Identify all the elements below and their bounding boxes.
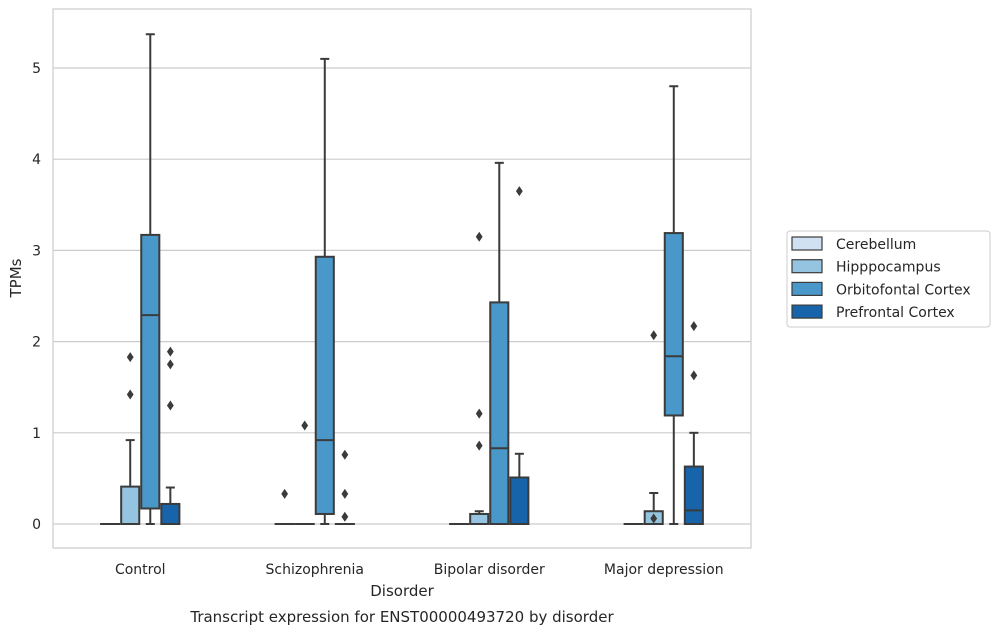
outlier-point	[650, 330, 658, 341]
y-tick-label: 1	[32, 426, 41, 442]
outlier-point	[475, 440, 483, 451]
box	[120, 485, 141, 525]
legend-label: Prefrontal Cortex	[836, 305, 955, 321]
y-axis-label: TPMs	[7, 258, 25, 298]
legend: Cerebellum Hipppocampus Orbitofontal Corte…	[786, 230, 991, 328]
box	[663, 232, 684, 417]
outlier-point	[281, 488, 289, 499]
x-tick-label: Control	[115, 562, 166, 578]
legend-swatch	[791, 236, 823, 251]
outlier-point	[126, 352, 134, 363]
outlier-point	[475, 408, 483, 419]
chart-title: Transcript expression for ENST0000049372…	[189, 608, 614, 626]
outlier-point	[341, 511, 349, 522]
outlier-point	[475, 231, 483, 242]
x-tick-label: Schizophrenia	[266, 562, 364, 578]
box	[489, 301, 510, 525]
legend-swatch	[791, 259, 823, 274]
box	[314, 255, 335, 515]
outlier-point	[341, 449, 349, 460]
outlier-point	[515, 186, 523, 197]
y-tick-label: 5	[32, 61, 41, 77]
outlier-point	[650, 513, 658, 524]
y-tick-label: 4	[32, 152, 41, 168]
outlier-point	[166, 400, 174, 411]
legend-swatch	[791, 304, 823, 319]
plot-frame	[52, 8, 752, 549]
plot-background	[53, 9, 751, 548]
y-tick-label: 0	[32, 517, 41, 533]
x-tick-labels: Control Schizophrenia Bipolar disorder Majo…	[115, 562, 724, 578]
x-axis-label: Disorder	[370, 582, 434, 600]
legend-swatch	[791, 281, 823, 296]
box	[509, 476, 530, 526]
x-tick-label: Bipolar disorder	[434, 562, 545, 578]
box	[683, 465, 704, 526]
y-tick-label: 2	[32, 335, 41, 351]
outlier-point	[166, 359, 174, 370]
y-tick-labels: 0 1 2 3 4 5	[32, 61, 41, 533]
y-tick-label: 3	[32, 243, 41, 259]
outlier-point	[690, 321, 698, 332]
outlier-point	[301, 420, 309, 431]
box	[469, 512, 490, 526]
outlier-point	[126, 389, 134, 400]
legend-frame	[786, 230, 991, 328]
x-tick-label: Major depression	[604, 562, 724, 578]
legend-label: Orbitofontal Cortex	[836, 282, 971, 298]
outlier-point	[690, 370, 698, 381]
box-series	[100, 33, 704, 526]
box	[160, 502, 181, 526]
outlier-point	[341, 488, 349, 499]
legend-label: Hipppocampus	[836, 260, 941, 276]
box	[140, 233, 161, 510]
legend-label: Cerebellum	[836, 237, 916, 253]
outlier-point	[166, 346, 174, 357]
